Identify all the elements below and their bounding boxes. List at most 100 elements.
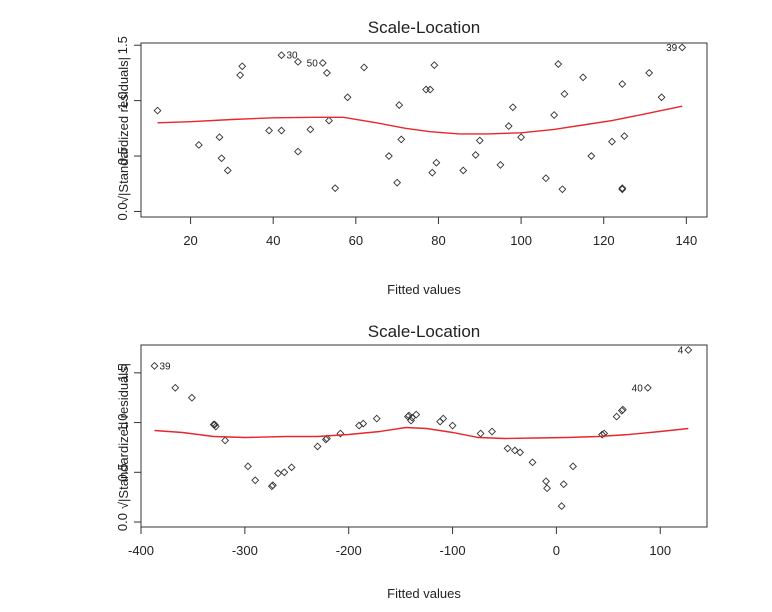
data-point	[287, 463, 296, 472]
x-tick-label: 60	[349, 233, 363, 248]
data-point	[459, 166, 468, 175]
data-point	[277, 51, 286, 60]
data-point	[150, 361, 159, 370]
y-tick-label: 1.5	[115, 36, 130, 54]
data-point	[504, 122, 513, 131]
data-point	[267, 482, 276, 491]
data-point	[336, 429, 345, 438]
data-point	[618, 405, 627, 414]
data-point	[557, 502, 566, 511]
data-point	[617, 406, 626, 415]
data-point	[508, 103, 517, 112]
data-point	[488, 427, 496, 436]
data-point	[569, 462, 577, 471]
data-point	[277, 126, 286, 135]
data-point	[430, 61, 439, 70]
data-point	[238, 62, 247, 71]
data-point	[608, 137, 616, 146]
data-point	[265, 126, 274, 135]
data-point	[432, 158, 441, 167]
point-label: 40	[632, 383, 644, 394]
data-point	[153, 106, 162, 115]
data-point	[612, 412, 621, 421]
data-point	[306, 125, 315, 134]
data-point	[560, 90, 569, 98]
data-point	[274, 469, 283, 478]
point-label: 30	[286, 51, 298, 62]
data-point	[294, 147, 302, 156]
data-point	[618, 185, 627, 194]
data-point	[618, 80, 627, 88]
y-tick-label: 0.5	[115, 147, 130, 165]
data-point	[343, 93, 352, 102]
data-point	[244, 462, 252, 471]
data-point	[516, 448, 525, 457]
data-point	[372, 414, 381, 423]
data-point	[359, 419, 368, 428]
x-axis-label: Fitted values	[387, 586, 461, 601]
x-tick-label: 120	[593, 233, 615, 248]
data-point	[322, 434, 331, 443]
data-point	[618, 184, 627, 193]
data-point	[543, 484, 552, 493]
data-point	[217, 154, 226, 163]
y-axis-label: √|Standardized residuals|	[116, 57, 131, 203]
plot-frame	[140, 42, 708, 218]
data-point	[645, 68, 654, 77]
data-point	[360, 63, 369, 72]
data-point	[322, 68, 331, 77]
data-point	[600, 429, 609, 438]
plot-panel-2: Scale-Location -400 -300 -200 -100 0 100 0.0 0.5…	[115, 322, 708, 601]
x-tick-label: -100	[440, 543, 466, 558]
data-point	[223, 166, 232, 175]
plot-panel-1: Scale-Location 20 40 60 80 100 120 140 0.0 0.5 1.0…	[115, 18, 708, 297]
data-point	[510, 446, 519, 455]
data-point	[684, 346, 693, 354]
data-point	[268, 481, 277, 490]
data-point	[325, 116, 333, 125]
data-point	[221, 436, 230, 445]
data-point	[471, 150, 480, 159]
point-label: 4	[678, 345, 684, 356]
data-point	[422, 85, 431, 94]
data-point	[171, 383, 180, 392]
chart-title: Scale-Location	[368, 18, 480, 37]
data-point	[517, 133, 526, 142]
data-point	[559, 480, 568, 489]
data-point	[448, 421, 457, 430]
data-point	[554, 60, 563, 68]
y-tick-label: 0.0	[115, 513, 130, 531]
data-point	[541, 174, 550, 183]
data-point	[194, 141, 203, 149]
data-point	[331, 184, 340, 193]
data-point	[476, 429, 485, 438]
data-point	[211, 422, 220, 431]
x-tick-label: 100	[649, 543, 671, 558]
x-axis-label: Fitted values	[387, 282, 461, 297]
x-tick-label: 80	[431, 233, 445, 248]
data-point	[393, 178, 402, 187]
x-tick-label: 20	[183, 233, 197, 248]
data-point	[542, 477, 550, 486]
y-tick-label: 0.0	[115, 202, 130, 220]
plot-frame	[140, 344, 708, 528]
x-tick-label: -300	[232, 543, 258, 558]
data-point	[251, 476, 260, 485]
data-point	[558, 185, 567, 194]
x-tick-label: -400	[128, 543, 154, 558]
data-point	[587, 152, 596, 160]
point-label: 39	[666, 43, 678, 54]
x-tick-label: 40	[266, 233, 280, 248]
data-point	[439, 414, 448, 423]
data-point	[210, 420, 219, 429]
data-point	[598, 430, 607, 439]
x-tick-label: 100	[510, 233, 532, 248]
data-point	[643, 383, 652, 392]
data-point	[426, 85, 435, 94]
point-label: 50	[307, 58, 319, 69]
y-tick-label: 1.0	[115, 92, 130, 110]
data-point	[475, 136, 484, 145]
data-point	[384, 152, 393, 160]
x-tick-label: -200	[336, 543, 362, 558]
data-point	[678, 43, 687, 52]
